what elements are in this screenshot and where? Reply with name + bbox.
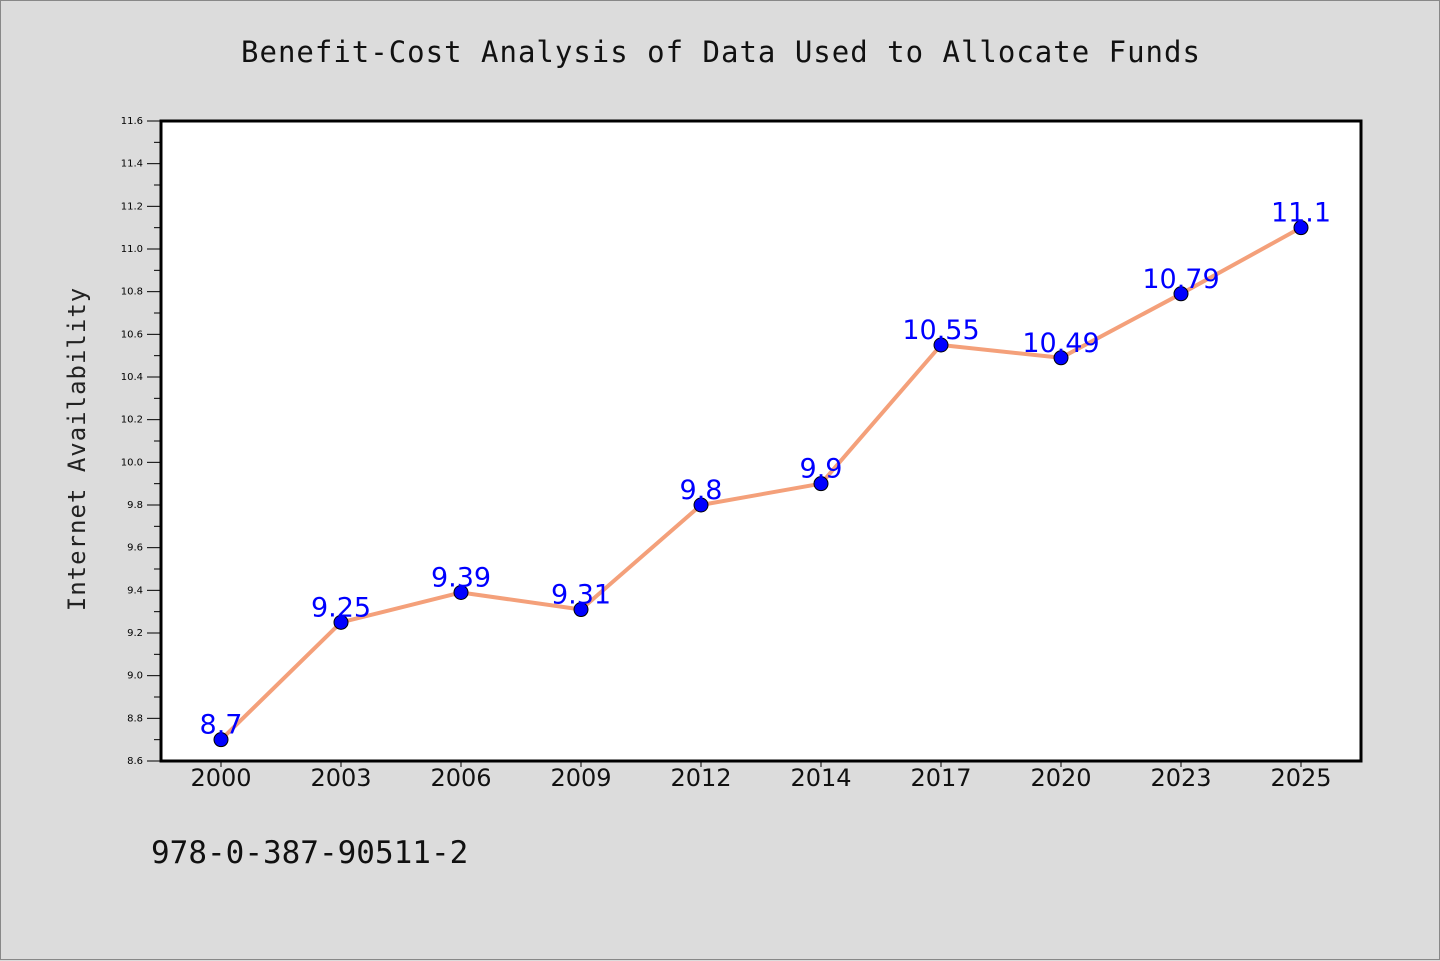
data-point xyxy=(333,614,349,630)
y-tick-label: 9.0 xyxy=(127,671,143,682)
x-tick-label: 2020 xyxy=(1030,764,1091,792)
data-point xyxy=(813,476,829,492)
data-point xyxy=(1053,350,1069,366)
x-tick-label: 2006 xyxy=(430,764,491,792)
x-tick-label: 2014 xyxy=(790,764,851,792)
data-label: 11.1 xyxy=(1271,198,1331,229)
y-tick-label: 9.8 xyxy=(127,500,143,511)
data-label: 9.39 xyxy=(431,562,491,593)
y-tick-label: 11.6 xyxy=(121,116,143,127)
y-tick-label: 11.4 xyxy=(121,159,143,170)
x-tick-label: 2017 xyxy=(910,764,971,792)
series-line xyxy=(219,225,1302,742)
y-tick-label: 10.6 xyxy=(121,329,143,340)
data-label: 9.25 xyxy=(311,592,371,623)
y-tick-label: 10.4 xyxy=(121,372,143,383)
data-label: 10.79 xyxy=(1142,264,1219,295)
data-label: 9.9 xyxy=(800,454,843,485)
data-point xyxy=(1293,220,1309,236)
x-tick-label: 2003 xyxy=(310,764,371,792)
plot-area xyxy=(159,119,1363,763)
data-label: 10.55 xyxy=(902,315,979,346)
y-tick-label: 10.0 xyxy=(121,457,143,468)
y-tick-label: 9.2 xyxy=(127,628,143,639)
data-label: 9.31 xyxy=(551,580,611,611)
y-tick-label: 11.0 xyxy=(121,244,143,255)
footer-code: 978-0-387-90511-2 xyxy=(151,835,469,871)
x-tick-label: 2025 xyxy=(1270,764,1331,792)
data-point xyxy=(213,732,229,748)
x-tick-label: 2023 xyxy=(1150,764,1211,792)
data-label: 10.49 xyxy=(1022,328,1099,359)
y-tick-label: 11.2 xyxy=(121,201,143,212)
data-point xyxy=(933,337,949,353)
y-tick-label: 10.2 xyxy=(121,415,143,426)
data-point xyxy=(453,584,469,600)
data-label: 9.8 xyxy=(680,475,723,506)
x-tick-label: 2009 xyxy=(550,764,611,792)
x-tick-label: 2012 xyxy=(670,764,731,792)
chart-title: Benefit-Cost Analysis of Data Used to Al… xyxy=(241,35,1201,69)
y-tick-label: 10.8 xyxy=(121,287,143,298)
data-label: 8.7 xyxy=(200,710,243,741)
data-point xyxy=(573,602,589,618)
data-point xyxy=(693,497,709,513)
y-tick-label: 9.6 xyxy=(127,543,143,554)
data-point xyxy=(1173,286,1189,302)
x-tick-label: 2000 xyxy=(190,764,251,792)
y-tick-label: 9.4 xyxy=(127,585,143,596)
y-tick-label: 8.6 xyxy=(127,756,143,767)
y-tick-label: 8.8 xyxy=(127,713,143,724)
